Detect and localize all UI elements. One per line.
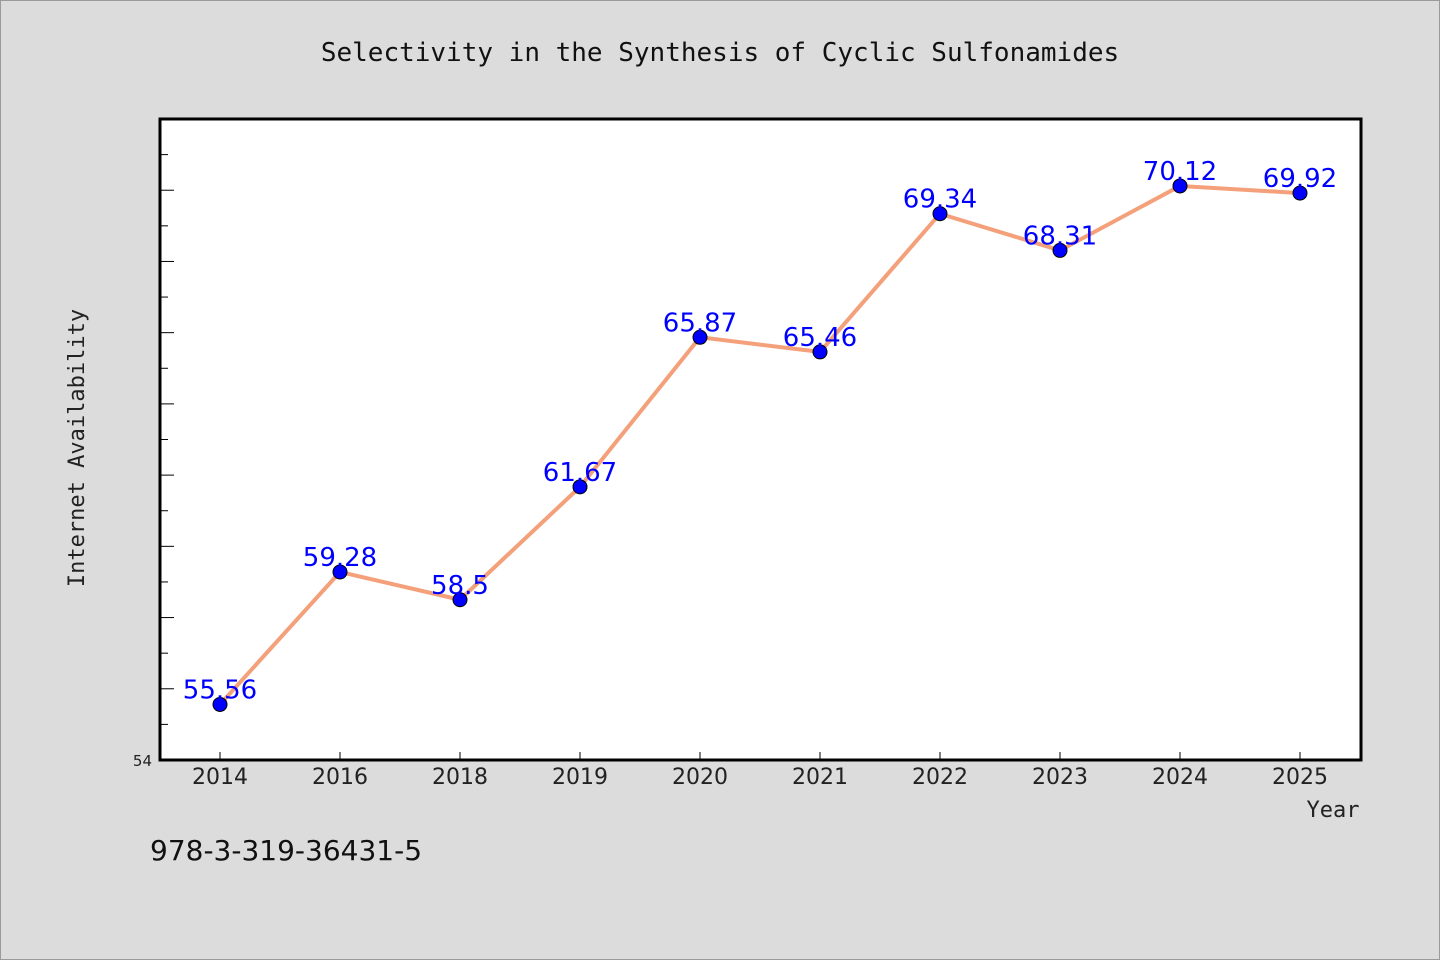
x-tick-label: 2016	[312, 765, 368, 790]
x-tick-label: 2023	[1032, 765, 1088, 790]
x-tick-label: 2019	[552, 765, 608, 790]
data-point	[1052, 242, 1068, 258]
x-tick-label: 2018	[432, 765, 488, 790]
footnote-text: 978-3-319-36431-5	[150, 834, 423, 867]
x-tick-label: 2014	[192, 765, 248, 790]
data-label: 61.67	[543, 458, 617, 488]
x-tick-label: 2022	[912, 765, 968, 790]
data-label: 69.92	[1263, 164, 1337, 194]
y-tick-label: 54	[133, 752, 152, 770]
data-label: 55.56	[183, 675, 257, 705]
data-label: 69.34	[903, 185, 977, 215]
chart-title: Selectivity in the Synthesis of Cyclic S…	[321, 38, 1119, 68]
data-point	[1172, 178, 1188, 194]
data-point	[812, 344, 828, 360]
data-label: 65.46	[783, 323, 857, 353]
x-axis-label: Year	[1307, 798, 1360, 823]
data-point	[572, 479, 588, 495]
x-tick-label: 2020	[672, 765, 728, 790]
data-label: 58.5	[431, 571, 489, 601]
x-tick-label: 2025	[1272, 765, 1328, 790]
data-point	[212, 696, 228, 712]
series-line-group	[218, 183, 1302, 707]
series-line	[218, 183, 1302, 707]
data-point	[932, 206, 948, 222]
y-axis-label: Internet Availability	[65, 309, 90, 587]
data-labels: 55.56 59.28 58.5 61.67 65.87 65.46 69.34 68.31 7…	[183, 157, 1337, 705]
data-point	[692, 329, 708, 345]
x-tick-label: 2021	[792, 765, 848, 790]
data-label: 68.31	[1023, 221, 1097, 251]
data-label: 65.87	[663, 308, 737, 338]
data-points	[212, 178, 1308, 712]
plot-area	[158, 117, 1363, 762]
data-point	[332, 564, 348, 580]
data-label: 70.12	[1143, 157, 1217, 187]
x-tick-label: 2024	[1152, 765, 1208, 790]
data-point	[1292, 185, 1308, 201]
data-point	[452, 592, 468, 608]
y-axis-ticks: 54	[133, 154, 174, 770]
x-axis-ticks: 2014 2016 2018 2019 2020 2021 2022 2023 2024 2025	[192, 752, 1328, 790]
data-label: 59.28	[303, 543, 377, 573]
